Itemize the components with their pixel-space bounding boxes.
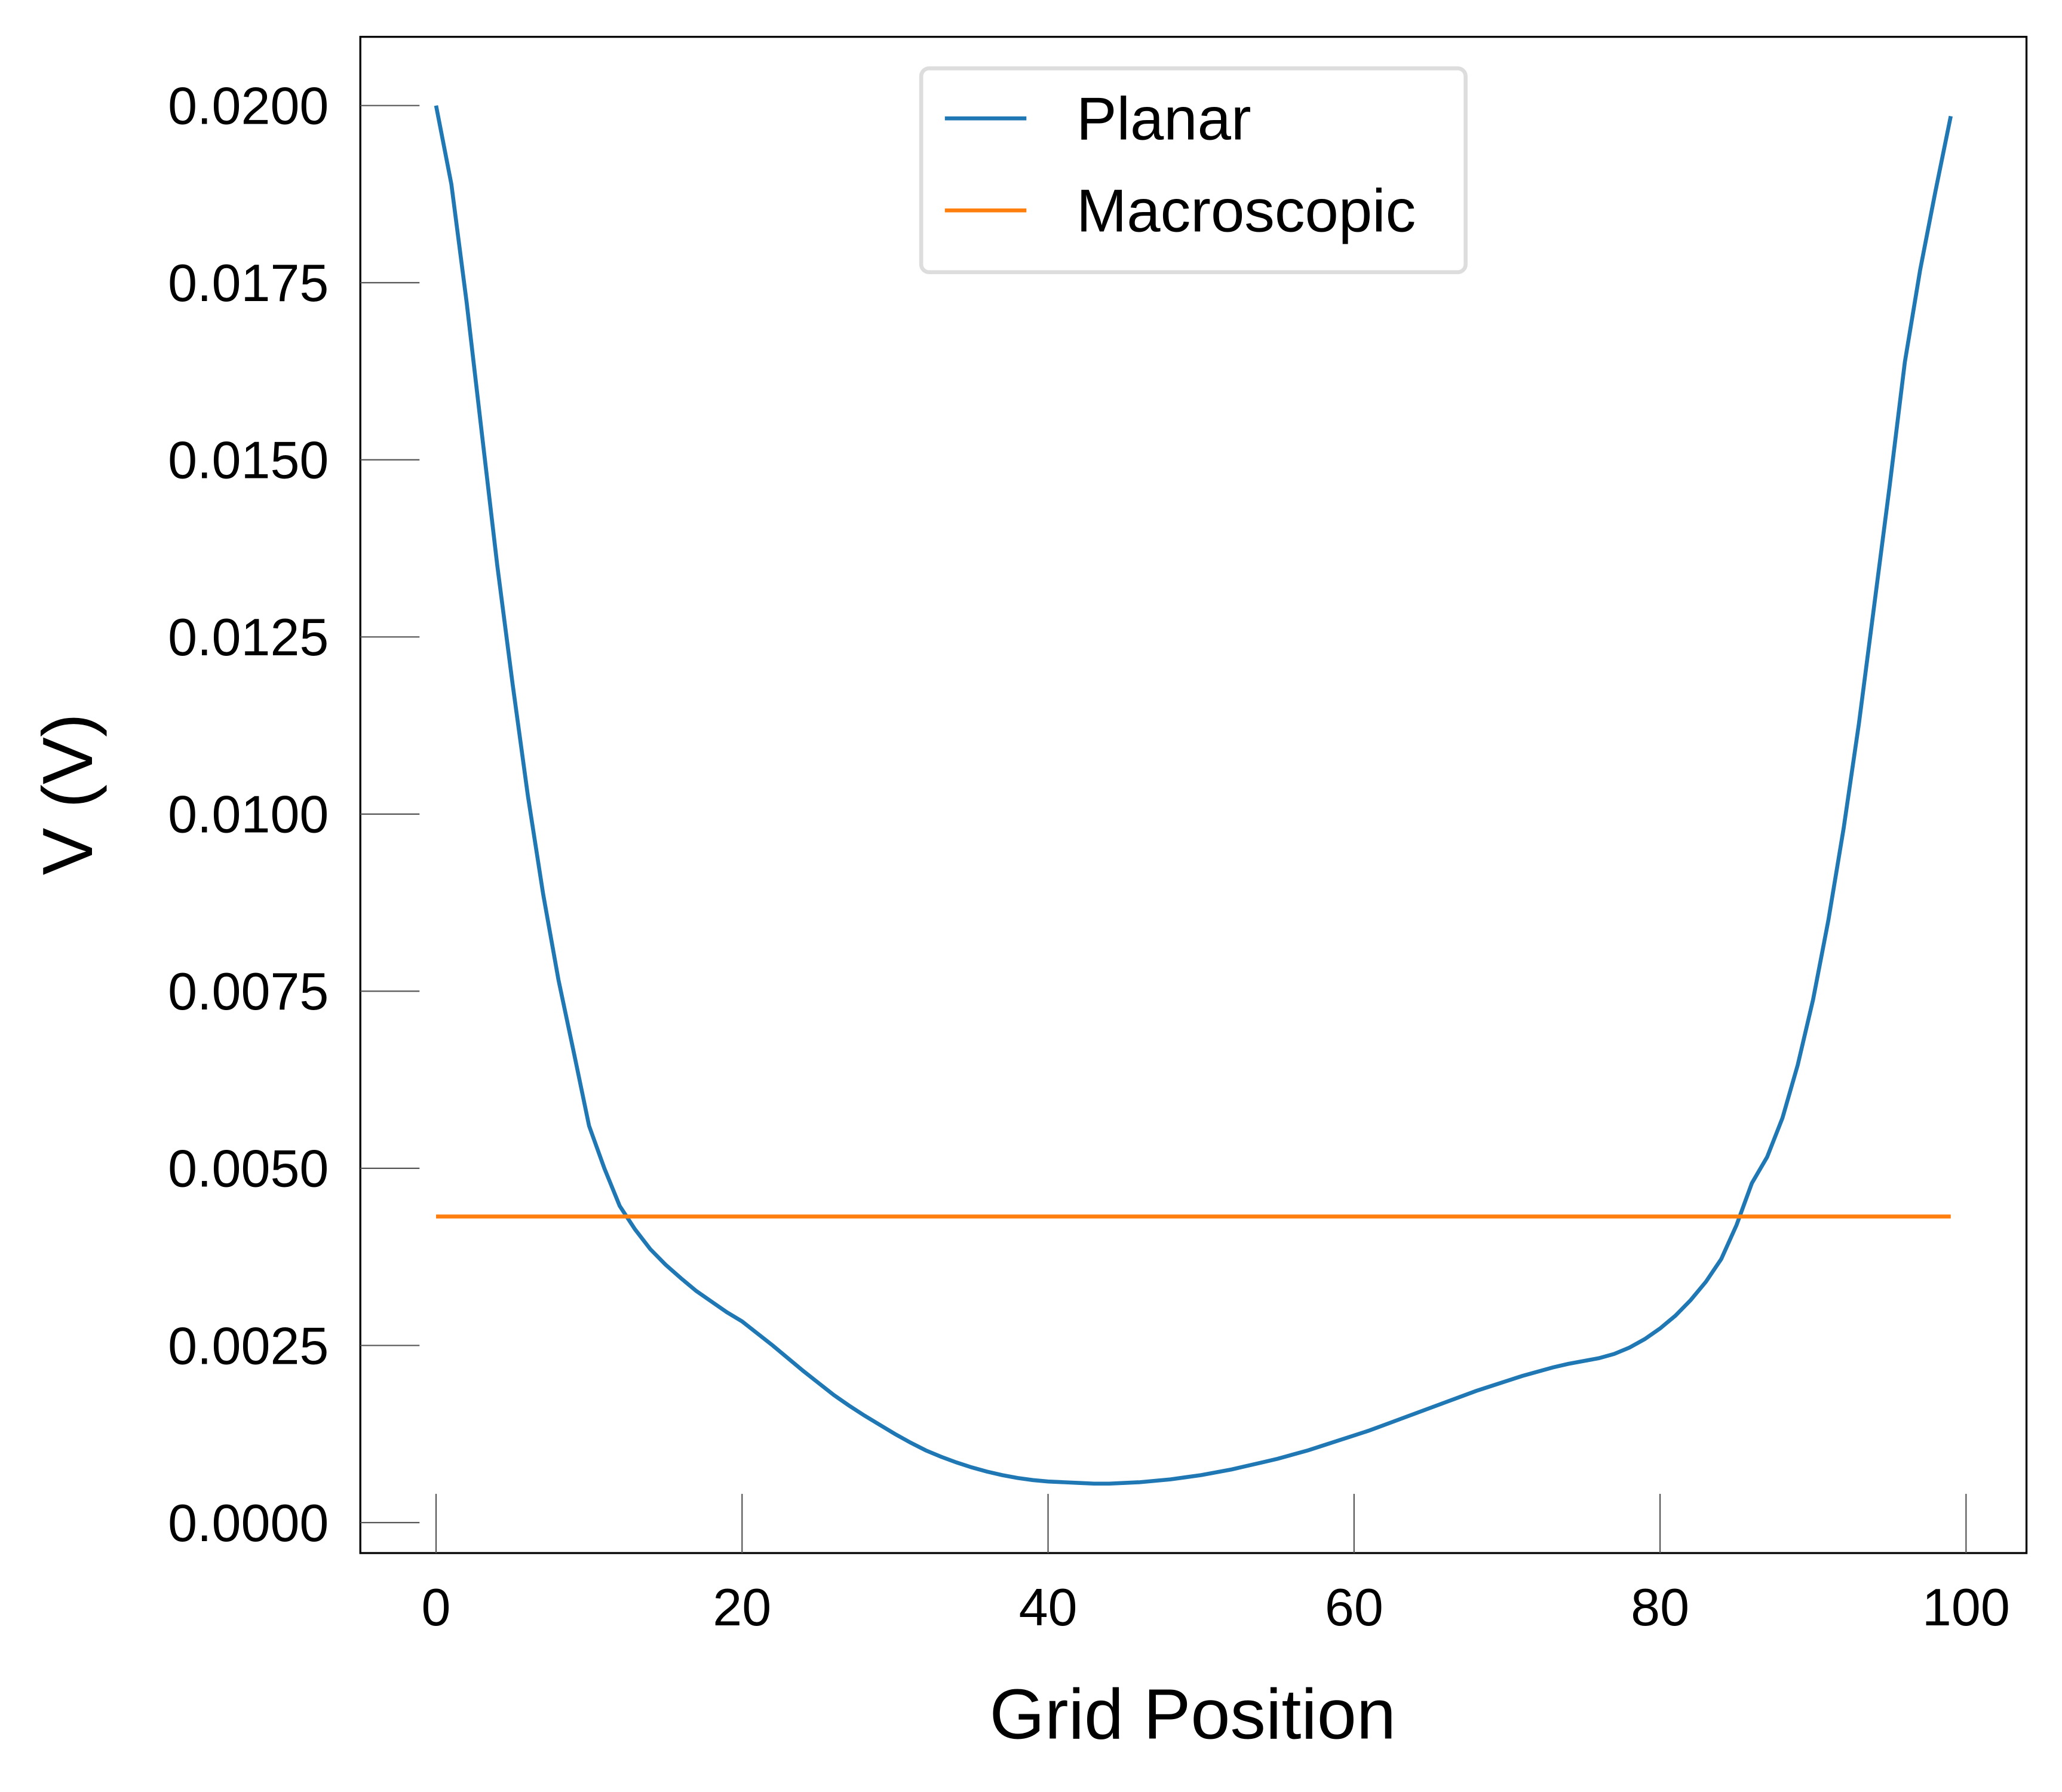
x-axis-label: Grid Position — [990, 1674, 1397, 1754]
y-tick-label: 0.0125 — [168, 607, 329, 667]
y-tick-label: 0.0175 — [168, 253, 329, 312]
legend-label: Macroscopic — [1076, 177, 1416, 244]
y-tick-label: 0.0150 — [168, 431, 329, 490]
x-tick-label: 20 — [713, 1578, 771, 1637]
y-tick-label: 0.0200 — [168, 76, 329, 136]
x-tick-label: 80 — [1631, 1578, 1689, 1637]
y-tick-label: 0.0100 — [168, 785, 329, 844]
y-axis-label: V (V) — [28, 713, 108, 875]
y-tick-label: 0.0075 — [168, 962, 329, 1021]
y-tick-label: 0.0000 — [168, 1493, 329, 1552]
x-tick-label: 40 — [1019, 1578, 1078, 1637]
y-tick-label: 0.0025 — [168, 1316, 329, 1375]
series-line — [434, 105, 1953, 1486]
legend-box — [919, 66, 1468, 275]
x-tick-label: 100 — [1922, 1578, 2010, 1637]
y-tick-label: 0.0050 — [168, 1139, 329, 1198]
plot-frame — [359, 35, 2028, 1554]
x-tick-label: 60 — [1325, 1578, 1383, 1637]
x-tick-label: 0 — [422, 1578, 451, 1637]
legend-label: Planar — [1076, 85, 1251, 152]
